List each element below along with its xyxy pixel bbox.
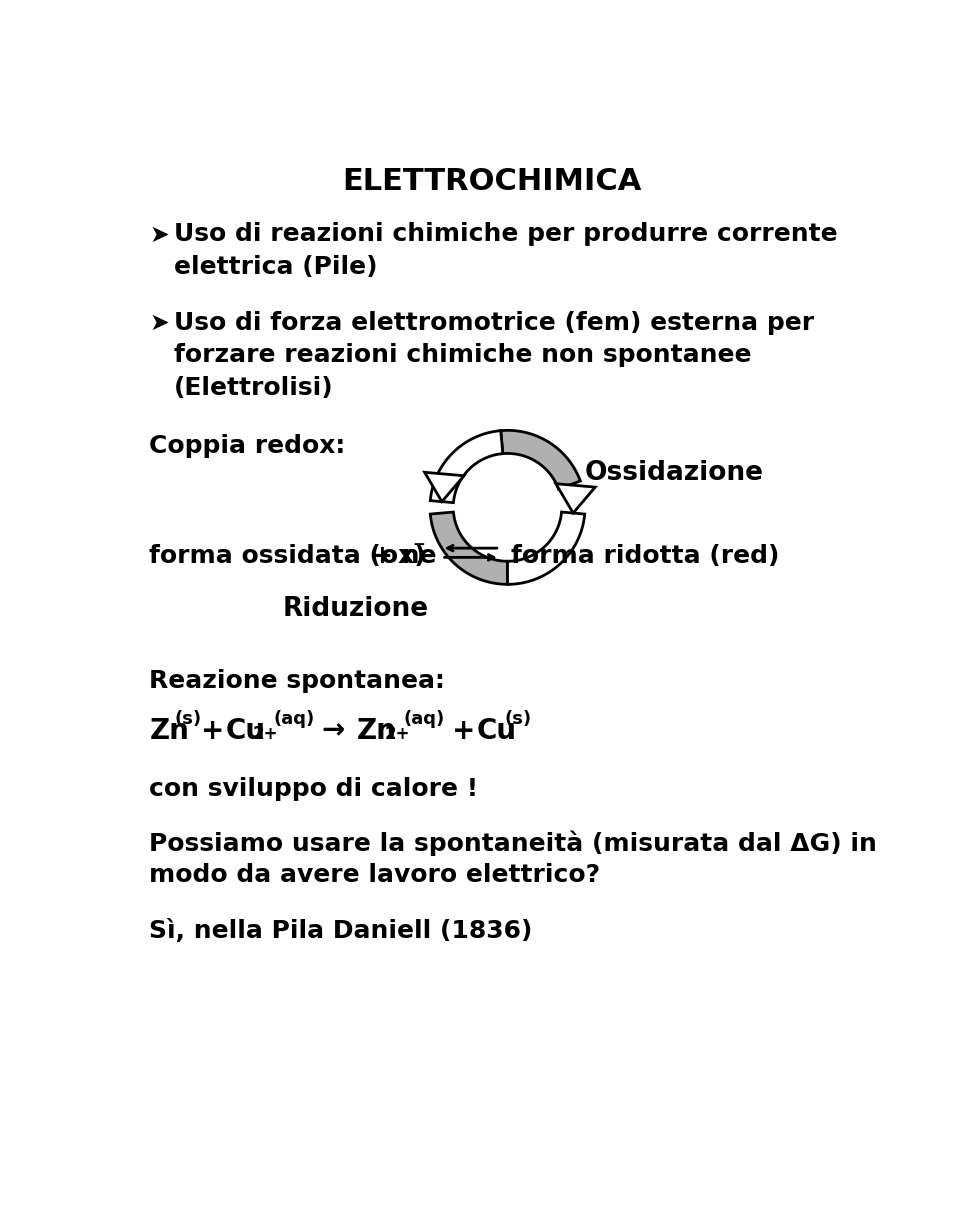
Text: +: + bbox=[202, 716, 225, 745]
Text: Cu: Cu bbox=[226, 716, 266, 745]
PathPatch shape bbox=[508, 511, 585, 584]
Text: Ossidazione: Ossidazione bbox=[585, 459, 764, 486]
Text: forzare reazioni chimiche non spontanee: forzare reazioni chimiche non spontanee bbox=[175, 343, 752, 367]
Text: +: + bbox=[452, 716, 475, 745]
PathPatch shape bbox=[430, 511, 508, 584]
Text: Cu: Cu bbox=[476, 716, 516, 745]
Text: (s): (s) bbox=[175, 710, 202, 728]
Text: Uso di reazioni chimiche per produrre corrente: Uso di reazioni chimiche per produrre co… bbox=[175, 223, 838, 246]
Text: Reazione spontanea:: Reazione spontanea: bbox=[150, 669, 445, 693]
Text: 2+: 2+ bbox=[384, 725, 410, 743]
Text: forma ridotta (red): forma ridotta (red) bbox=[512, 543, 780, 567]
PathPatch shape bbox=[501, 430, 581, 488]
Text: Sì, nella Pila Daniell (1836): Sì, nella Pila Daniell (1836) bbox=[150, 919, 533, 943]
Text: (aq): (aq) bbox=[403, 710, 444, 728]
Text: elettrica (Pile): elettrica (Pile) bbox=[175, 255, 377, 279]
PathPatch shape bbox=[430, 430, 503, 503]
Text: ➤: ➤ bbox=[150, 311, 169, 335]
Text: (s): (s) bbox=[504, 710, 532, 728]
Text: Zn: Zn bbox=[357, 716, 397, 745]
Text: con sviluppo di calore !: con sviluppo di calore ! bbox=[150, 777, 479, 801]
Text: (Elettrolisi): (Elettrolisi) bbox=[175, 376, 334, 400]
Polygon shape bbox=[556, 484, 595, 513]
Text: (aq): (aq) bbox=[274, 710, 315, 728]
Text: ELETTROCHIMICA: ELETTROCHIMICA bbox=[343, 167, 641, 196]
Text: ➤: ➤ bbox=[150, 223, 169, 246]
Text: →: → bbox=[322, 716, 345, 745]
Text: −: − bbox=[412, 537, 425, 551]
Text: Riduzione: Riduzione bbox=[283, 596, 429, 622]
Text: Possiamo usare la spontaneità (misurata dal ΔG) in: Possiamo usare la spontaneità (misurata … bbox=[150, 830, 877, 856]
Text: modo da avere lavoro elettrico?: modo da avere lavoro elettrico? bbox=[150, 863, 601, 887]
Text: Coppia redox:: Coppia redox: bbox=[150, 434, 346, 458]
Text: Zn: Zn bbox=[150, 716, 189, 745]
Text: forma ossidata (ox): forma ossidata (ox) bbox=[150, 543, 426, 567]
Text: Uso di forza elettromotrice (fem) esterna per: Uso di forza elettromotrice (fem) estern… bbox=[175, 311, 814, 335]
Polygon shape bbox=[424, 473, 464, 502]
Text: + ne: + ne bbox=[372, 543, 437, 567]
Text: 2+: 2+ bbox=[252, 725, 278, 743]
